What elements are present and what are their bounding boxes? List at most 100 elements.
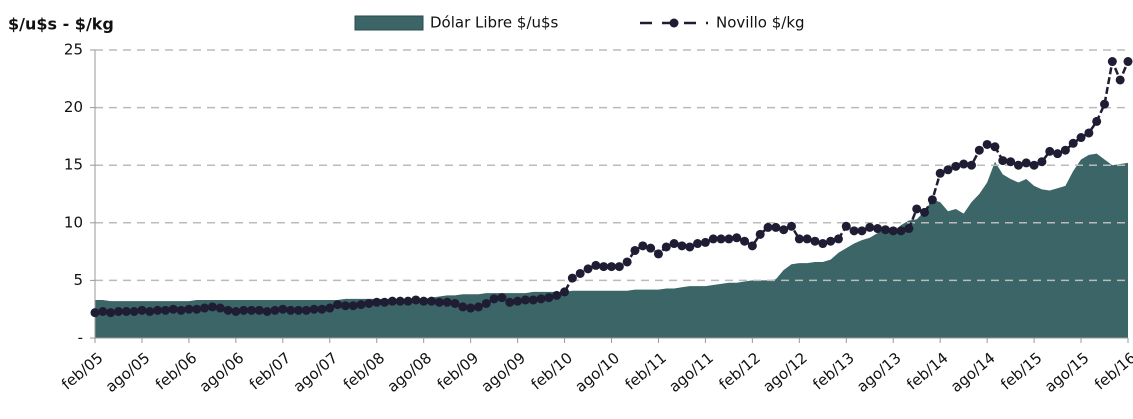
x-tick-label: feb/10 xyxy=(528,349,576,394)
marker xyxy=(1060,145,1070,155)
marker xyxy=(481,298,491,308)
marker xyxy=(818,239,828,249)
marker xyxy=(693,239,703,249)
marker xyxy=(708,234,718,244)
marker xyxy=(912,204,922,214)
marker xyxy=(1092,116,1102,126)
marker xyxy=(865,222,875,232)
x-tick-label: ago/09 xyxy=(478,349,529,396)
marker xyxy=(372,297,382,307)
marker xyxy=(364,298,374,308)
marker xyxy=(536,294,546,304)
marker xyxy=(356,300,366,310)
marker xyxy=(630,245,640,255)
marker xyxy=(802,234,812,244)
marker xyxy=(1045,146,1055,156)
marker xyxy=(567,273,577,283)
marker xyxy=(724,234,734,244)
marker xyxy=(1100,99,1110,109)
marker xyxy=(1107,57,1117,67)
x-tick-label: ago/15 xyxy=(1041,349,1092,396)
marker xyxy=(599,262,609,272)
marker xyxy=(333,300,343,310)
marker xyxy=(129,307,139,317)
y-axis-label: $/u$s - $/kg xyxy=(8,15,114,34)
marker xyxy=(278,304,288,314)
marker xyxy=(638,241,648,251)
marker xyxy=(239,305,249,315)
marker xyxy=(841,221,851,231)
marker xyxy=(771,222,781,232)
marker xyxy=(779,225,789,235)
marker xyxy=(513,296,523,306)
marker xyxy=(466,303,476,313)
marker xyxy=(653,249,663,259)
marker xyxy=(622,257,632,267)
marker xyxy=(669,239,679,249)
marker xyxy=(168,304,178,314)
marker xyxy=(427,296,437,306)
marker xyxy=(231,307,241,317)
marker xyxy=(1013,160,1023,170)
marker xyxy=(192,304,202,314)
marker xyxy=(943,165,953,175)
marker xyxy=(98,307,108,317)
marker xyxy=(1021,158,1031,168)
marker xyxy=(927,195,937,205)
marker xyxy=(920,207,930,217)
marker xyxy=(873,224,883,234)
marker xyxy=(951,161,961,171)
marker xyxy=(1037,157,1047,167)
x-tick-label: ago/14 xyxy=(947,349,998,396)
marker xyxy=(1123,57,1133,67)
marker xyxy=(1115,75,1125,85)
marker xyxy=(286,305,296,315)
marker xyxy=(419,296,429,306)
marker xyxy=(607,262,616,272)
x-tick-label: feb/14 xyxy=(903,349,951,394)
x-tick-label: ago/06 xyxy=(196,349,247,396)
x-tick-label: ago/12 xyxy=(759,349,810,396)
marker xyxy=(833,234,843,244)
marker xyxy=(505,297,515,307)
x-tick-label: feb/12 xyxy=(715,349,763,394)
marker xyxy=(153,305,163,315)
marker xyxy=(247,305,257,315)
marker xyxy=(700,237,710,247)
marker xyxy=(121,307,131,317)
marker xyxy=(442,297,452,307)
legend-label: Novillo $/kg xyxy=(716,14,805,32)
marker xyxy=(998,156,1008,166)
marker xyxy=(810,236,820,246)
marker xyxy=(301,305,311,315)
x-tick-label: feb/08 xyxy=(340,349,388,394)
marker xyxy=(966,160,976,170)
marker xyxy=(677,241,687,251)
marker xyxy=(411,295,421,305)
x-tick-label: ago/10 xyxy=(572,349,623,396)
marker xyxy=(309,304,319,314)
y-tick-label: 15 xyxy=(64,156,83,174)
x-tick-label: ago/05 xyxy=(102,349,153,396)
marker xyxy=(614,262,624,272)
marker xyxy=(982,139,992,149)
marker xyxy=(857,226,867,236)
y-tick-label: 20 xyxy=(64,98,83,116)
marker xyxy=(137,305,147,315)
marker xyxy=(450,298,460,308)
marker xyxy=(661,242,671,252)
x-tick-label: feb/13 xyxy=(809,349,857,394)
marker xyxy=(489,294,499,304)
marker xyxy=(348,301,358,311)
marker xyxy=(974,145,984,155)
marker xyxy=(716,234,726,244)
marker xyxy=(254,305,264,315)
marker xyxy=(959,159,969,169)
marker xyxy=(1053,149,1063,159)
area xyxy=(95,153,1128,338)
marker xyxy=(176,305,186,315)
marker xyxy=(794,234,804,244)
marker xyxy=(207,302,217,312)
marker xyxy=(826,236,836,246)
marker xyxy=(1006,157,1016,167)
